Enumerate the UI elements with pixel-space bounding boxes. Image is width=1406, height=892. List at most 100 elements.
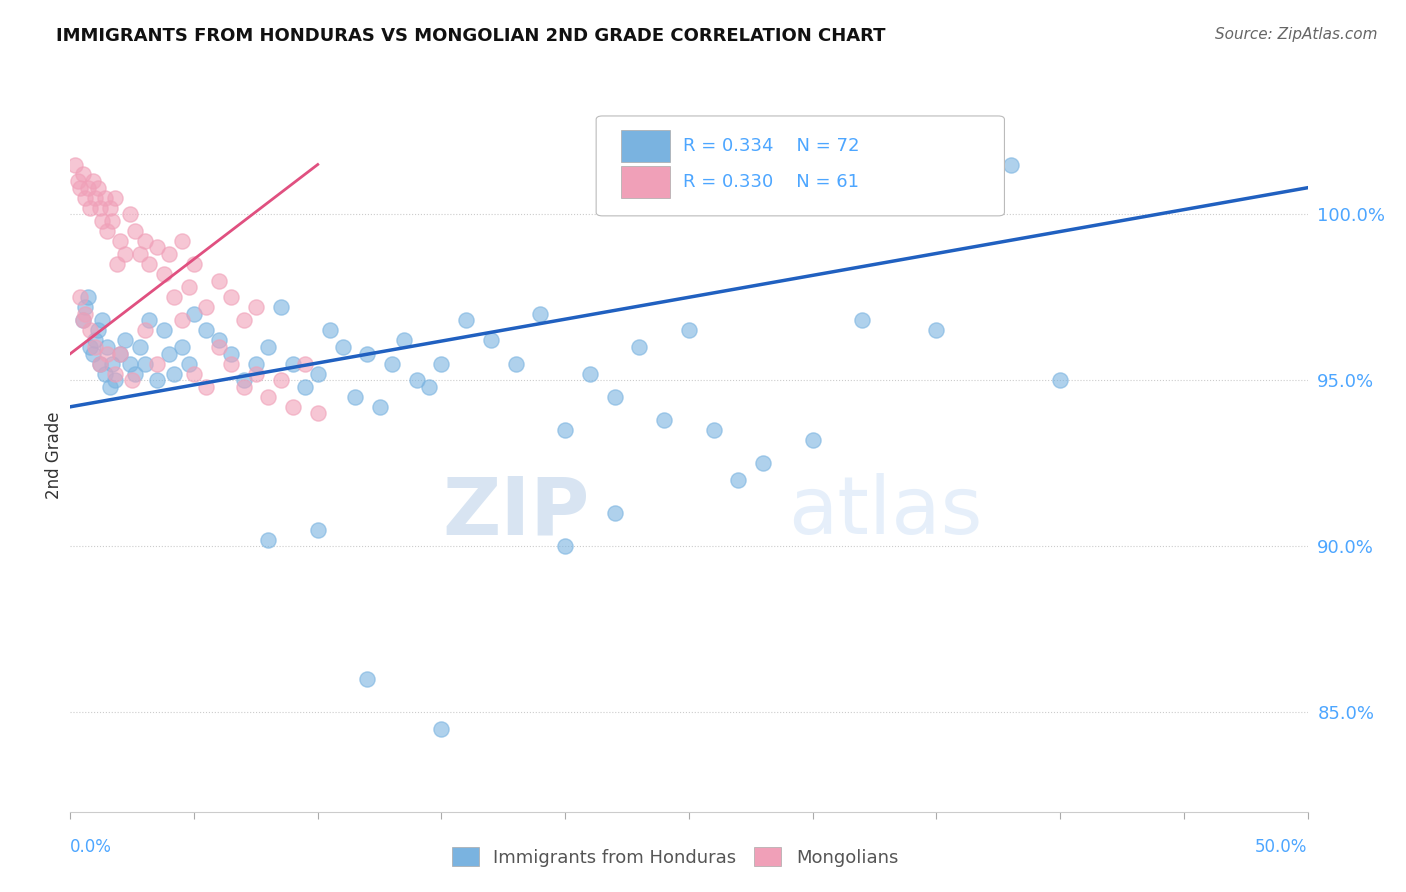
Point [75, 191, 97, 205]
Point [69, 180, 91, 194]
Point [195, 323, 218, 337]
Point [294, 380, 316, 394]
Point [76, 180, 98, 194]
Point [91, 313, 114, 327]
Point [79, 323, 101, 337]
Point [356, 672, 378, 686]
Point [69, 290, 91, 304]
Point [79, 340, 101, 354]
Point [98, 201, 121, 215]
Point [101, 214, 124, 228]
Point [124, 367, 146, 381]
Point [84, 334, 107, 348]
Point [138, 257, 160, 271]
Point [430, 722, 453, 736]
Point [368, 400, 391, 414]
Point [628, 340, 651, 354]
Point [851, 313, 873, 327]
Point [195, 300, 218, 314]
Point [1049, 373, 1071, 387]
Point [75, 307, 97, 321]
Point [603, 506, 626, 520]
Text: 0.0%: 0.0% [70, 838, 112, 856]
Point [219, 347, 242, 361]
Point [183, 367, 205, 381]
Point [128, 247, 150, 261]
Point [84, 340, 107, 354]
Point [801, 433, 824, 447]
Point [121, 373, 143, 387]
Point [678, 323, 700, 337]
Point [270, 373, 292, 387]
Point [281, 400, 304, 414]
Point [96, 340, 118, 354]
Point [72, 313, 94, 327]
Point [505, 357, 527, 371]
Point [89, 357, 111, 371]
Point [104, 373, 127, 387]
Point [245, 367, 267, 381]
Point [219, 290, 242, 304]
Point [170, 340, 193, 354]
Point [479, 334, 502, 348]
Legend: Immigrants from Honduras, Mongolians: Immigrants from Honduras, Mongolians [444, 840, 905, 874]
Point [86, 323, 108, 337]
Point [114, 334, 136, 348]
Point [91, 214, 114, 228]
Point [163, 367, 186, 381]
Text: Source: ZipAtlas.com: Source: ZipAtlas.com [1215, 27, 1378, 42]
Point [94, 191, 117, 205]
Point [82, 347, 104, 361]
Point [332, 340, 354, 354]
Point [128, 340, 150, 354]
Point [75, 300, 97, 314]
Point [118, 357, 141, 371]
Point [134, 357, 156, 371]
Point [183, 307, 205, 321]
Point [232, 380, 254, 394]
Point [94, 367, 117, 381]
Point [177, 280, 200, 294]
Point [86, 180, 108, 194]
Point [101, 357, 124, 371]
Point [153, 267, 176, 281]
FancyBboxPatch shape [596, 116, 1004, 216]
Point [146, 240, 169, 254]
Point [170, 313, 193, 327]
Point [356, 347, 378, 361]
Point [281, 357, 304, 371]
FancyBboxPatch shape [621, 130, 671, 162]
Point [96, 224, 118, 238]
Point [579, 367, 602, 381]
Point [146, 357, 169, 371]
Point [89, 201, 111, 215]
Point [72, 168, 94, 182]
Point [153, 323, 176, 337]
Point [319, 323, 342, 337]
Point [163, 290, 186, 304]
Text: ZIP: ZIP [443, 473, 591, 551]
Point [157, 347, 180, 361]
Point [134, 234, 156, 248]
Point [307, 406, 329, 420]
Text: 50.0%: 50.0% [1256, 838, 1308, 856]
Point [257, 533, 280, 547]
Point [146, 373, 169, 387]
Point [652, 413, 675, 427]
Point [208, 334, 231, 348]
Point [195, 380, 218, 394]
Point [138, 313, 160, 327]
Point [108, 347, 131, 361]
Point [554, 539, 576, 553]
FancyBboxPatch shape [621, 166, 671, 198]
Point [554, 423, 576, 437]
Point [104, 367, 127, 381]
Point [245, 300, 267, 314]
Point [1000, 157, 1022, 171]
Point [208, 340, 231, 354]
Point [232, 313, 254, 327]
Point [183, 257, 205, 271]
Point [82, 174, 104, 188]
Point [232, 373, 254, 387]
Point [405, 373, 427, 387]
